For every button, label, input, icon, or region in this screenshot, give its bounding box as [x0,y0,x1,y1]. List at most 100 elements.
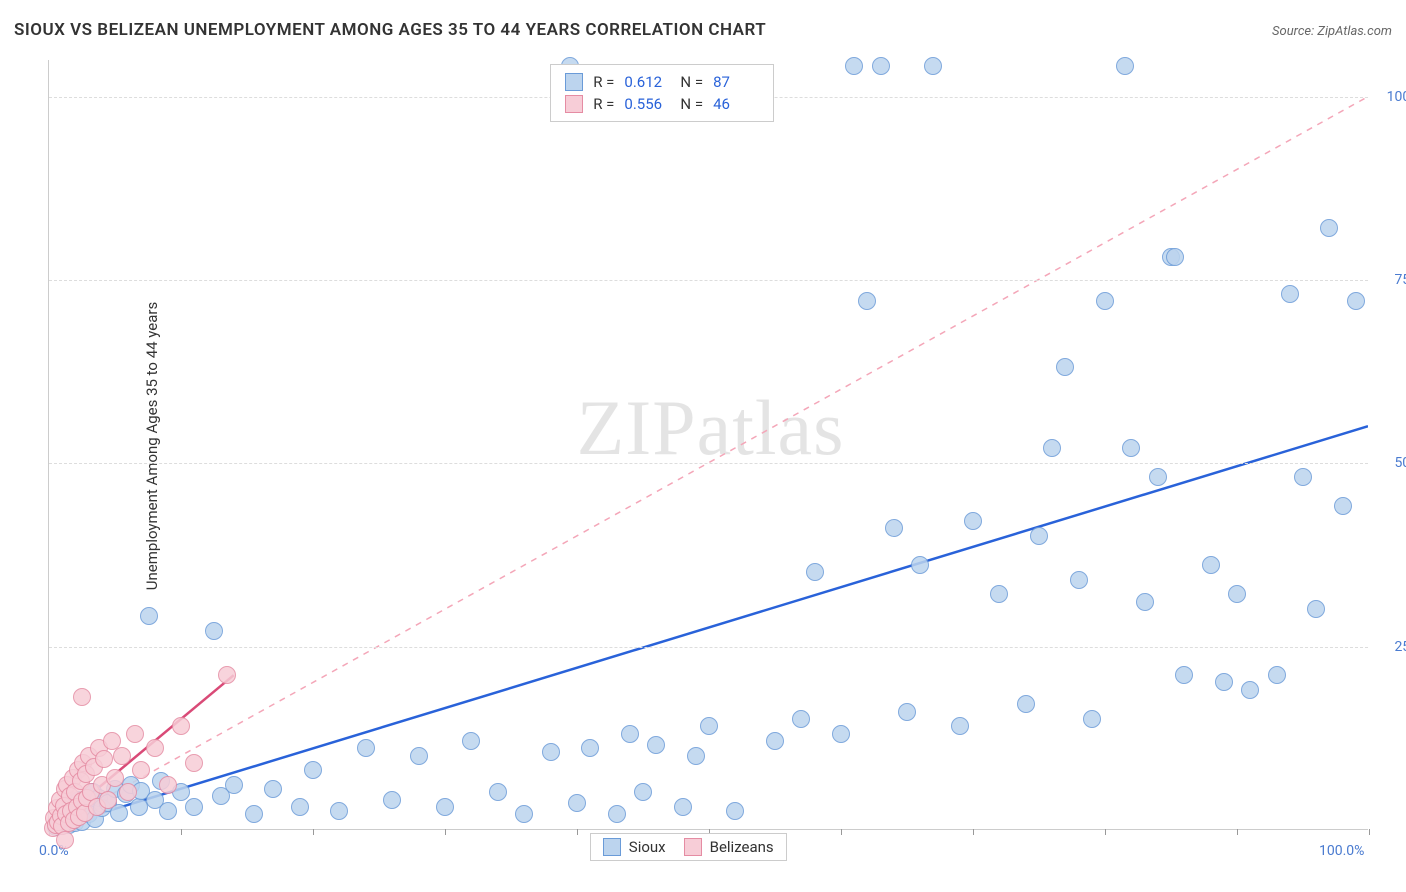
legend-item: Belizeans [684,838,774,856]
data-point [1043,439,1061,457]
data-point [436,798,454,816]
data-point [1307,600,1325,618]
x-tick [313,829,314,835]
x-tick [1105,829,1106,835]
legend-label: Belizeans [710,838,774,856]
data-point [581,739,599,757]
data-point [159,802,177,820]
data-point [113,747,131,765]
data-point [898,703,916,721]
x-tick [181,829,182,835]
series-swatch [565,73,583,91]
x-tick [973,829,974,835]
data-point [56,831,74,849]
data-point [1122,439,1140,457]
data-point [1294,468,1312,486]
data-point [304,761,322,779]
data-point [172,717,190,735]
data-point [383,791,401,809]
data-point [872,57,890,75]
data-point [218,666,236,684]
data-point [1070,571,1088,589]
data-point [792,710,810,728]
x-tick [1237,829,1238,835]
data-point [330,802,348,820]
data-point [225,776,243,794]
data-point [1149,468,1167,486]
data-point [99,791,117,809]
data-point [1281,285,1299,303]
stat-r-label: R = [593,95,614,113]
data-point [1334,497,1352,515]
data-point [159,776,177,794]
data-point [647,736,665,754]
y-tick-label: 25.0% [1394,639,1406,655]
correlation-chart: SIOUX VS BELIZEAN UNEMPLOYMENT AMONG AGE… [0,0,1406,892]
stat-r-label: R = [593,73,614,91]
data-point [1228,585,1246,603]
series-swatch [684,838,702,856]
data-point [1056,358,1074,376]
y-tick-label: 75.0% [1394,272,1406,288]
data-point [885,519,903,537]
stat-r-value: 0.556 [624,95,670,113]
data-point [245,805,263,823]
stat-n-label: N = [680,95,703,113]
data-point [185,798,203,816]
data-point [1347,292,1365,310]
data-point [911,556,929,574]
data-point [1166,248,1184,266]
data-point [924,57,942,75]
gridline-h [49,647,1368,648]
data-point [568,794,586,812]
data-point [700,717,718,735]
data-point [515,805,533,823]
data-point [119,783,137,801]
stats-row: R =0.612N =87 [565,71,759,93]
data-point [357,739,375,757]
plot-area: ZIPatlas 25.0%50.0%75.0%100.0%0.0%100.0%… [48,60,1368,830]
data-point [1202,556,1220,574]
legend-label: Sioux [629,838,666,856]
data-point [185,754,203,772]
data-point [1017,695,1035,713]
x-tick [841,829,842,835]
data-point [132,761,150,779]
data-point [1136,593,1154,611]
legend-item: Sioux [603,838,666,856]
data-point [951,717,969,735]
data-point [1083,710,1101,728]
x-tick [577,829,578,835]
data-point [146,739,164,757]
data-point [845,57,863,75]
gridline-h [49,463,1368,464]
x-tick [445,829,446,835]
data-point [1175,666,1193,684]
data-point [832,725,850,743]
data-point [1116,57,1134,75]
y-tick-label: 50.0% [1394,455,1406,471]
data-point [264,780,282,798]
series-swatch [565,95,583,113]
x-tick-label: 100.0% [1319,843,1364,859]
data-point [140,607,158,625]
source-attribution: Source: ZipAtlas.com [1272,24,1392,39]
data-point [410,747,428,765]
trend-lines-layer [49,60,1368,829]
gridline-h [49,280,1368,281]
x-tick [1369,829,1370,835]
data-point [73,688,91,706]
stat-r-value: 0.612 [624,73,670,91]
data-point [126,725,144,743]
data-point [291,798,309,816]
data-point [106,769,124,787]
data-point [766,732,784,750]
watermark: ZIPatlas [577,383,845,473]
data-point [990,585,1008,603]
series-legend: Sioux Belizeans [590,833,787,861]
stat-n-label: N = [680,73,703,91]
stats-row: R =0.556N =46 [565,93,759,115]
data-point [687,747,705,765]
data-point [1030,527,1048,545]
data-point [964,512,982,530]
